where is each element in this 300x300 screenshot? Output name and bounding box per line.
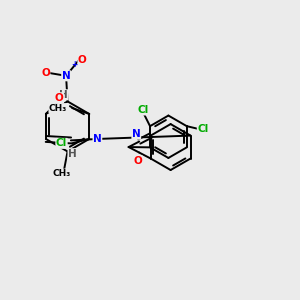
Text: Cl: Cl (137, 105, 148, 115)
Text: +: + (71, 60, 77, 69)
Text: CH₃: CH₃ (52, 169, 71, 178)
Text: O: O (78, 55, 87, 64)
Text: N: N (62, 71, 70, 81)
Text: O: O (134, 156, 142, 166)
Text: CH₃: CH₃ (49, 103, 67, 112)
Text: O: O (55, 93, 64, 103)
Text: O: O (41, 68, 50, 78)
Text: H: H (59, 90, 68, 100)
Text: H: H (68, 149, 77, 159)
Text: Cl: Cl (197, 124, 208, 134)
Text: N: N (132, 129, 141, 139)
Text: Cl: Cl (56, 138, 67, 148)
Text: N: N (93, 134, 102, 144)
